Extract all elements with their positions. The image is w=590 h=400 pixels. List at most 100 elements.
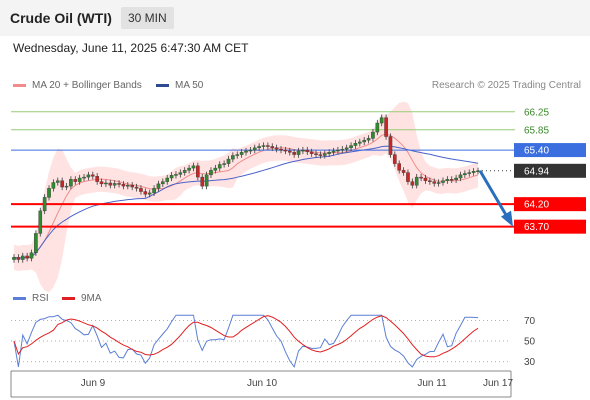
- candle: [34, 230, 38, 256]
- candle-body: [152, 188, 156, 194]
- candle: [73, 176, 78, 185]
- candle: [401, 167, 406, 176]
- rsi-ma-legend-label: 9MA: [81, 293, 102, 304]
- candle: [353, 140, 358, 149]
- rsi-line: [13, 314, 479, 369]
- candle: [244, 147, 248, 156]
- candle-body: [248, 149, 253, 152]
- candle: [257, 143, 261, 151]
- candle: [147, 189, 152, 198]
- candle-body: [379, 117, 384, 124]
- candle-body: [336, 149, 340, 152]
- candle: [301, 146, 305, 155]
- candle-body: [270, 146, 275, 149]
- candle: [314, 150, 318, 158]
- candle-body: [349, 145, 353, 149]
- candle-body: [301, 149, 305, 152]
- candle: [12, 254, 16, 263]
- ma50-swatch: [156, 83, 169, 87]
- candle-body: [34, 233, 38, 254]
- candle-body: [196, 165, 200, 178]
- candle: [458, 171, 463, 182]
- level-label-64.20: 64.20: [524, 200, 549, 211]
- candle-body: [130, 185, 134, 188]
- rsi-swatch: [13, 296, 26, 300]
- candle: [266, 142, 270, 150]
- candle: [406, 169, 410, 185]
- candle: [204, 171, 209, 190]
- candle-body: [147, 192, 152, 195]
- candle-body: [64, 185, 69, 188]
- interval-button[interactable]: 30 MIN: [121, 7, 174, 29]
- candle: [187, 164, 191, 174]
- candle: [209, 167, 213, 179]
- candle: [55, 177, 60, 186]
- candle: [283, 146, 288, 155]
- candle-body: [112, 183, 117, 186]
- candle-body: [187, 167, 191, 171]
- candle: [344, 144, 349, 153]
- candle-body: [165, 177, 170, 182]
- candle: [327, 149, 331, 157]
- candle-body: [388, 136, 393, 155]
- candle-body: [305, 149, 310, 153]
- candle: [467, 169, 472, 177]
- candle-body: [77, 177, 82, 182]
- candle: [279, 146, 283, 154]
- candle: [375, 119, 380, 136]
- candle: [248, 146, 253, 155]
- candle-body: [69, 179, 73, 187]
- candle-body: [463, 173, 467, 176]
- candle: [358, 138, 362, 147]
- candle: [95, 173, 99, 185]
- candle: [441, 177, 445, 186]
- candle: [454, 174, 458, 183]
- candle-body: [12, 257, 16, 260]
- candle: [296, 147, 301, 158]
- candle-body: [169, 175, 174, 179]
- candle: [305, 146, 310, 156]
- candle-body: [104, 182, 108, 185]
- candle: [99, 178, 104, 188]
- candle: [64, 182, 69, 191]
- candle-body: [42, 197, 47, 212]
- candle: [261, 142, 266, 150]
- candle-body: [182, 170, 187, 173]
- candle-body: [29, 252, 34, 259]
- candle: [134, 183, 139, 192]
- candle-body: [414, 176, 419, 186]
- candle: [139, 185, 143, 195]
- candle: [38, 207, 43, 237]
- candle: [77, 174, 82, 185]
- candle: [29, 249, 34, 262]
- candle-body: [331, 150, 336, 153]
- candle-body: [126, 185, 130, 187]
- candle: [449, 176, 454, 183]
- candle: [231, 152, 235, 163]
- candle-body: [161, 181, 165, 185]
- candle-body: [121, 184, 126, 187]
- rsi-level-label-70: 70: [524, 316, 536, 327]
- candle-body: [47, 188, 51, 198]
- candle: [196, 162, 200, 181]
- candle-body: [292, 152, 296, 155]
- candle-body: [266, 145, 270, 147]
- candle: [436, 179, 441, 187]
- candle-body: [397, 163, 402, 171]
- level-tag-63.70: [514, 219, 586, 234]
- candle: [388, 133, 393, 158]
- candle: [130, 182, 134, 191]
- candle-body: [362, 139, 366, 143]
- candle-body: [226, 158, 231, 164]
- candle-body: [358, 141, 362, 144]
- candle: [161, 178, 165, 188]
- legend-ma50: MA 50: [156, 80, 203, 91]
- level-label-63.70: 63.70: [524, 222, 549, 233]
- candle-body: [441, 180, 445, 183]
- candle-body: [51, 182, 56, 189]
- candle-body: [95, 176, 99, 182]
- candle: [112, 180, 117, 189]
- candle-body: [401, 170, 406, 173]
- candle-body: [16, 257, 21, 260]
- rsi-ma-line: [13, 315, 479, 358]
